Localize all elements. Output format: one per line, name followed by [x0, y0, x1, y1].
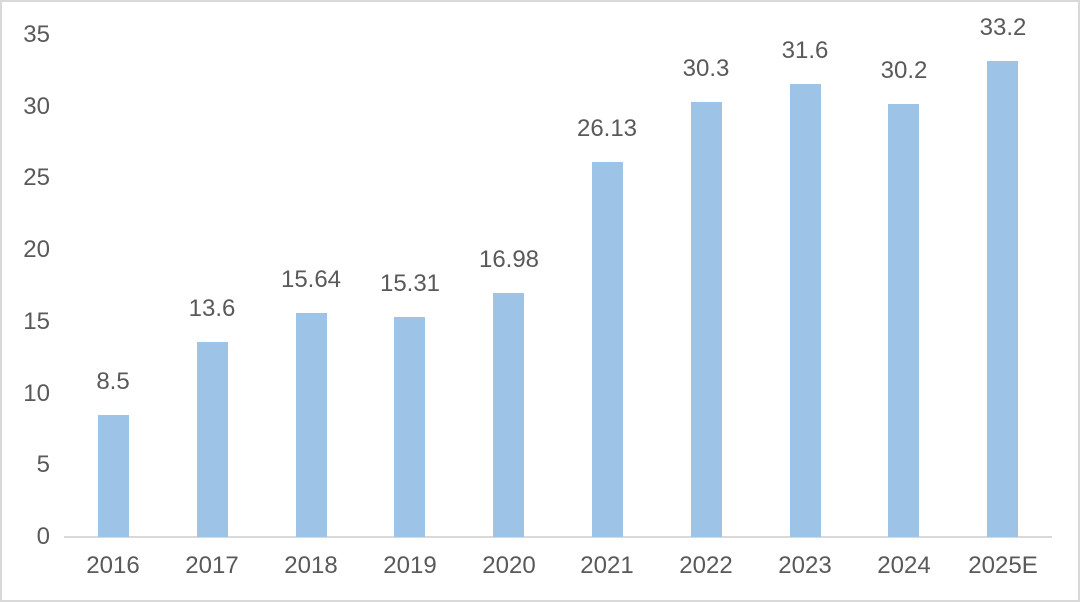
- bar-value-label: 15.31: [379, 270, 441, 297]
- bar-value-label: 33.2: [979, 14, 1027, 41]
- x-tick-label: 2022: [679, 552, 733, 579]
- y-tick-label: 20: [23, 236, 50, 263]
- bar: [592, 162, 623, 537]
- x-tick-label: 2025E: [968, 552, 1038, 579]
- y-tick-label: 35: [23, 21, 50, 48]
- bar-value-label: 30.3: [682, 55, 730, 82]
- bar-value-label: 16.98: [478, 246, 540, 273]
- bar-value-label: 15.64: [280, 266, 342, 293]
- bar: [98, 415, 129, 537]
- x-tick-label: 2019: [383, 552, 437, 579]
- bar: [296, 313, 327, 537]
- y-tick-label: 10: [23, 380, 50, 407]
- bar-value-label: 13.6: [188, 295, 236, 322]
- bar: [197, 342, 228, 537]
- bar-value-label: 8.5: [96, 368, 130, 395]
- y-tick-label: 5: [36, 451, 50, 478]
- bar-value-label: 26.13: [576, 115, 638, 142]
- x-tick-label: 2016: [86, 552, 140, 579]
- y-tick-label: 30: [23, 93, 50, 120]
- bar: [691, 102, 722, 537]
- x-tick-label: 2020: [482, 552, 536, 579]
- bar: [987, 61, 1018, 537]
- x-tick-label: 2017: [185, 552, 239, 579]
- x-tick-label: 2018: [284, 552, 338, 579]
- x-axis-line: [64, 536, 1052, 538]
- x-tick-label: 2023: [778, 552, 832, 579]
- bar-value-label: 30.2: [880, 57, 928, 84]
- bar: [493, 293, 524, 537]
- bar: [888, 104, 919, 537]
- bar: [790, 84, 821, 537]
- bar: [394, 317, 425, 537]
- y-tick-label: 0: [36, 523, 50, 550]
- x-tick-label: 2021: [580, 552, 634, 579]
- x-tick-label: 2024: [877, 552, 931, 579]
- y-tick-label: 25: [23, 164, 50, 191]
- y-tick-label: 15: [23, 308, 50, 335]
- bar-value-label: 31.6: [781, 37, 829, 64]
